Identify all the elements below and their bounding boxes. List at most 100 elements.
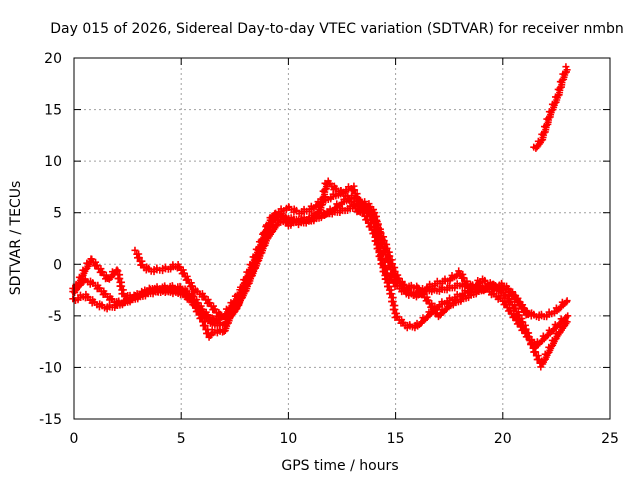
data-point — [514, 297, 522, 305]
y-tick-label: 20 — [44, 51, 62, 67]
data-point — [463, 280, 471, 288]
data-point — [379, 267, 387, 275]
y-axis-title: SDTVAR / TECUs — [8, 181, 24, 296]
series-track-b — [69, 192, 572, 351]
data-point — [382, 275, 390, 283]
data-point — [98, 268, 106, 276]
data-point — [205, 299, 213, 307]
data-point — [504, 284, 512, 292]
data-point — [414, 284, 422, 292]
data-point — [134, 254, 142, 262]
data-point — [371, 237, 379, 245]
chart-title: Day 015 of 2026, Sidereal Day-to-day VTE… — [50, 21, 624, 37]
series-track-d — [131, 177, 532, 321]
data-point — [187, 282, 195, 290]
data-point — [350, 201, 358, 209]
data-point — [131, 246, 139, 254]
data-point — [371, 216, 379, 224]
x-tick-label: 5 — [177, 431, 186, 447]
data-point — [524, 333, 532, 341]
data-point — [514, 311, 522, 319]
data-point — [116, 282, 124, 290]
data-point — [200, 322, 208, 330]
data-point — [510, 304, 518, 312]
data-point — [506, 297, 514, 305]
data-point — [183, 275, 191, 283]
data-point — [339, 189, 347, 197]
data-point — [501, 291, 509, 299]
data-point — [197, 314, 205, 322]
data-point — [210, 305, 218, 313]
data-point — [534, 355, 542, 363]
data-point — [92, 261, 100, 269]
data-point — [386, 290, 394, 298]
data-point — [200, 292, 208, 300]
data-point — [112, 267, 120, 275]
y-tick-label: -5 — [48, 309, 62, 325]
y-tick-label: 10 — [44, 154, 62, 170]
y-tick-label: 15 — [44, 103, 62, 119]
data-point — [365, 202, 373, 210]
x-tick-label: 10 — [279, 431, 297, 447]
data-point — [518, 318, 526, 326]
data-point — [377, 239, 385, 247]
data-point — [282, 218, 290, 226]
data-point — [384, 282, 392, 290]
y-tick-label: -10 — [39, 360, 62, 376]
data-point — [373, 224, 381, 232]
data-point — [393, 313, 401, 321]
data-point — [389, 305, 397, 313]
data-point — [388, 298, 396, 306]
data-point — [377, 260, 385, 268]
data-point — [87, 255, 95, 263]
data-point — [95, 284, 103, 292]
data-point — [349, 186, 357, 194]
data-point — [527, 340, 535, 348]
data-point — [380, 247, 388, 255]
data-marks — [69, 63, 572, 371]
data-point — [278, 212, 286, 220]
data-point — [432, 309, 440, 317]
data-point — [382, 254, 390, 262]
data-point — [506, 306, 514, 314]
data-point — [399, 318, 407, 326]
x-tick-label: 15 — [387, 431, 405, 447]
data-point — [193, 307, 201, 315]
tick-labels: 0 5 10 15 20 25 -15 -10 -5 0 5 10 15 20 — [39, 51, 619, 447]
plot-frame — [73, 57, 611, 420]
data-point — [385, 262, 393, 270]
data-point — [563, 318, 571, 326]
data-point — [428, 303, 436, 311]
data-point — [562, 63, 570, 71]
data-point — [202, 313, 210, 321]
data-point — [114, 274, 122, 282]
grid-lines — [74, 58, 610, 419]
data-point — [419, 290, 427, 298]
series-track-e — [530, 63, 571, 152]
data-point — [564, 312, 572, 320]
data-point — [523, 310, 531, 318]
data-point — [375, 231, 383, 239]
data-point — [455, 267, 463, 275]
data-point — [373, 245, 381, 253]
data-point — [369, 209, 377, 217]
data-point — [509, 291, 517, 299]
data-point — [459, 274, 467, 282]
data-point — [519, 304, 527, 312]
y-tick-label: -15 — [39, 412, 62, 428]
data-point — [530, 348, 538, 356]
data-point — [179, 269, 187, 277]
data-point — [190, 300, 198, 308]
data-point — [363, 215, 371, 223]
x-tick-label: 20 — [494, 431, 512, 447]
data-point — [375, 252, 383, 260]
data-point — [388, 270, 396, 278]
x-tick-label: 25 — [601, 431, 619, 447]
tick-marks — [73, 57, 611, 420]
x-tick-label: 0 — [70, 431, 79, 447]
data-point — [353, 193, 361, 201]
data-point — [369, 229, 377, 237]
data-point — [345, 194, 353, 202]
y-tick-label: 5 — [53, 206, 62, 222]
